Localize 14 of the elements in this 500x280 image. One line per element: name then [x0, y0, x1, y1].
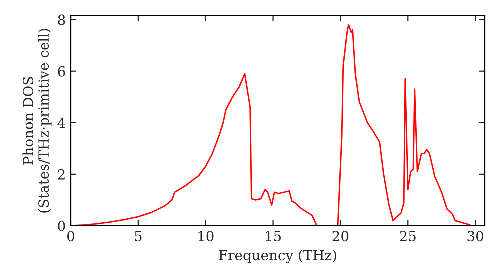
y-tick-label: 6: [58, 66, 66, 77]
x-tick-label: 30: [468, 231, 484, 242]
y-tick-label: 2: [58, 169, 65, 180]
y-tick-label: 0: [58, 220, 66, 232]
y-tick-label: 4: [58, 118, 66, 128]
x-tick-label: 15: [266, 231, 282, 242]
y-tick-label: 8: [58, 14, 66, 26]
x-tick-label: 5: [135, 231, 142, 242]
x-tick-label: 20: [332, 231, 349, 242]
x-tick-label: 10: [198, 231, 214, 242]
y-axis-title: Phonon DOS (States/THz·primitive cell): [22, 29, 52, 213]
x-tick-label: 25: [400, 231, 416, 242]
x-tick-label: 0: [67, 231, 74, 242]
x-axis-title: Frequency (THz): [219, 250, 336, 264]
